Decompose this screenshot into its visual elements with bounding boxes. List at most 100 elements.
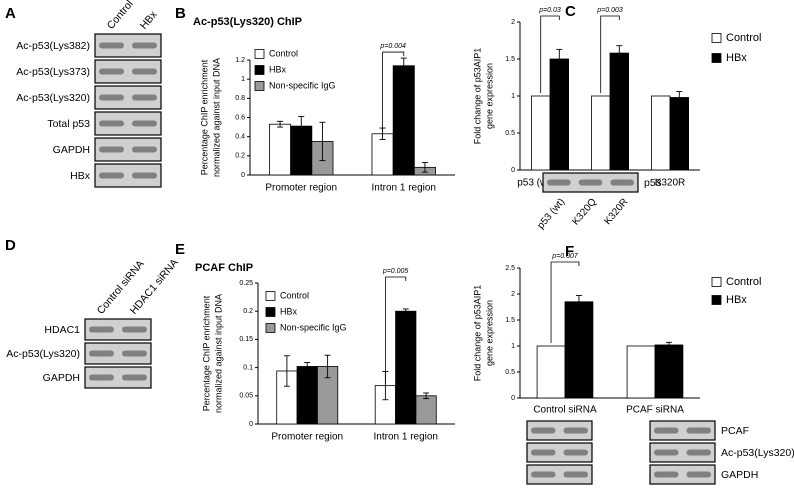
blot-band bbox=[686, 427, 711, 434]
y-tick-label: 1.5 bbox=[505, 317, 515, 324]
legend-label: Non-specific IgG bbox=[280, 322, 347, 332]
error-bar bbox=[676, 91, 683, 104]
blot-band bbox=[89, 326, 114, 333]
x-tick-label: Control siRNA bbox=[533, 405, 597, 416]
x-tick-label: Intron 1 region bbox=[372, 183, 437, 194]
y-tick-label: 0 bbox=[249, 421, 253, 428]
x-tick-label: K320R bbox=[655, 178, 686, 189]
blot-row-label: Ac-p53(Lys320) bbox=[6, 348, 80, 360]
error-bar bbox=[304, 362, 311, 371]
panel-letter: E bbox=[175, 241, 185, 258]
bar bbox=[392, 65, 415, 176]
x-tick-label: Intron 1 region bbox=[374, 432, 439, 443]
blot-strip bbox=[84, 366, 152, 389]
error-bar bbox=[421, 162, 428, 173]
blot-row-label: PCAF bbox=[721, 425, 749, 437]
legend-label: Non-specific IgG bbox=[269, 80, 336, 90]
legend-swatch bbox=[254, 65, 265, 75]
y-tick-label: 0.25 bbox=[239, 280, 253, 287]
blot-row-label: Ac-p53(Lys320) bbox=[721, 447, 794, 459]
blot-band bbox=[654, 471, 679, 478]
blot-strip bbox=[649, 464, 716, 485]
error-bar bbox=[319, 121, 326, 162]
x-tick-label: Promoter region bbox=[271, 432, 343, 443]
bar bbox=[651, 95, 671, 171]
legend-label: Control bbox=[280, 290, 309, 300]
bar bbox=[591, 95, 611, 171]
legend-label: HBx bbox=[726, 294, 747, 306]
p-value: p=0.004 bbox=[379, 43, 406, 50]
blot-strip bbox=[526, 420, 593, 441]
blot-band bbox=[132, 146, 157, 153]
y-tick-label: 1 bbox=[511, 343, 515, 350]
p-value: p=0.005 bbox=[382, 268, 409, 275]
legend-label: HBx bbox=[726, 52, 747, 64]
blot-strip bbox=[649, 420, 716, 441]
blot-strip bbox=[526, 464, 593, 485]
error-bar bbox=[556, 48, 563, 70]
y-axis-label: Fold change of p53AIP1 bbox=[472, 48, 482, 145]
y-tick-label: 0 bbox=[511, 395, 515, 402]
legend-label: Control bbox=[269, 48, 298, 58]
blot-row-label: p53 bbox=[644, 177, 662, 189]
error-bar bbox=[298, 116, 305, 137]
blot-band bbox=[99, 146, 124, 153]
blot-band bbox=[563, 471, 588, 478]
legend-swatch bbox=[711, 277, 722, 287]
blot-row-label: HBx bbox=[70, 170, 91, 182]
panel-letter: A bbox=[5, 5, 16, 22]
y-tick-label: 0 bbox=[241, 172, 245, 179]
blot-strip bbox=[526, 442, 593, 463]
y-tick-label: 1.5 bbox=[505, 56, 515, 63]
blot-row-label: GAPDH bbox=[721, 469, 758, 481]
blot-row-label: GAPDH bbox=[43, 372, 80, 384]
p-value: p=0.003 bbox=[596, 7, 623, 14]
blot-row-label: Ac-p53(Lys373) bbox=[16, 66, 90, 78]
legend-swatch bbox=[711, 295, 722, 305]
blot-band bbox=[99, 94, 124, 101]
blot-strip bbox=[94, 33, 162, 58]
bar bbox=[669, 97, 690, 171]
blot-strip bbox=[94, 111, 162, 136]
chart-title: PCAF ChIP bbox=[195, 262, 253, 274]
bar bbox=[549, 58, 570, 171]
y-tick-label: 0.5 bbox=[505, 130, 515, 137]
y-tick-label: 0.2 bbox=[243, 308, 253, 315]
y-axis-label: normalized against input DNA bbox=[211, 58, 221, 177]
blot-strip bbox=[84, 342, 152, 365]
blot-row-label: Ac-p53(Lys320) bbox=[16, 92, 90, 104]
y-tick-label: 2.5 bbox=[505, 265, 515, 272]
bar bbox=[626, 345, 656, 399]
legend-swatch bbox=[265, 291, 276, 301]
error-bar bbox=[283, 355, 290, 387]
error-bar bbox=[277, 120, 284, 128]
significance-bracket bbox=[384, 276, 407, 383]
legend-swatch bbox=[254, 49, 265, 59]
blot-strip bbox=[94, 85, 162, 110]
blot-band bbox=[122, 350, 147, 357]
blot-band bbox=[132, 68, 157, 75]
error-bar bbox=[400, 57, 407, 74]
blot-band bbox=[132, 172, 157, 179]
legend-label: Control bbox=[726, 276, 761, 288]
y-tick-label: 0.6 bbox=[235, 114, 245, 121]
blot-band bbox=[89, 350, 114, 357]
blot-band bbox=[686, 449, 711, 456]
bar bbox=[564, 301, 594, 399]
blot-band bbox=[99, 68, 124, 75]
y-tick-label: 2 bbox=[511, 19, 515, 26]
bar bbox=[395, 310, 417, 425]
y-tick-label: 0.05 bbox=[239, 393, 253, 400]
p-value: p=0.007 bbox=[551, 253, 579, 260]
legend-swatch bbox=[265, 323, 276, 333]
y-tick-label: 0.1 bbox=[243, 364, 253, 371]
blot-band bbox=[122, 326, 147, 333]
blot-band bbox=[132, 42, 157, 49]
bar bbox=[296, 366, 318, 425]
y-tick-label: 1 bbox=[241, 76, 245, 83]
blot-band bbox=[531, 449, 556, 456]
blot-strip bbox=[94, 59, 162, 84]
blot-row-label: GAPDH bbox=[53, 144, 90, 156]
blot-lane-label: K320Q bbox=[570, 196, 599, 227]
blot-lane-label: HBx bbox=[138, 8, 160, 31]
